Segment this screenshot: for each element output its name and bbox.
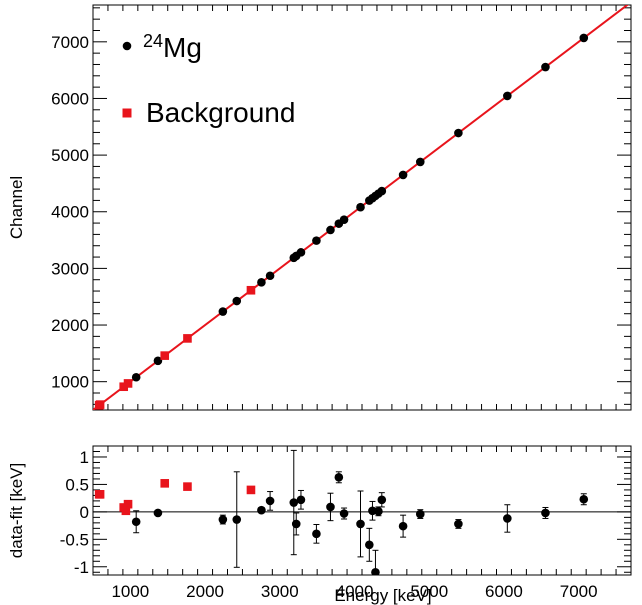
calibration-point-mg24 (257, 278, 266, 287)
energy-x-axis-label: Energy [keV] (334, 586, 431, 605)
residual-point-mg24 (356, 519, 365, 529)
legend-mg24-base: Mg (163, 32, 202, 63)
calibration-point-mg24 (377, 186, 387, 196)
residual-point-mg24 (541, 508, 550, 518)
calibration-point-mg24 (398, 170, 408, 180)
y-tick-label: 1000 (51, 373, 89, 392)
y-tick-label: -1 (74, 558, 89, 577)
calibration-point-background (183, 334, 192, 343)
calibration-point-background (246, 285, 256, 295)
residual-point-mg24 (326, 502, 335, 512)
legend-marker-background (122, 108, 132, 118)
calibration-point-mg24 (296, 248, 306, 257)
y-tick-label: 3000 (51, 259, 89, 278)
residual-point-background (246, 485, 256, 495)
x-tick-label: 7000 (560, 582, 598, 601)
residual-point-mg24 (454, 519, 463, 529)
calibration-point-background (123, 379, 133, 388)
y-tick-label: 0 (80, 503, 89, 522)
residual-point-mg24 (339, 509, 349, 518)
residual-point-mg24 (398, 521, 408, 531)
residual-point-mg24 (371, 567, 380, 575)
legend-label-background: Background (146, 97, 295, 128)
x-tick-label: 3000 (261, 582, 299, 601)
calibration-point-mg24 (356, 202, 365, 212)
calibration-point-mg24 (326, 225, 335, 235)
residual-point-background (121, 506, 131, 516)
residual-data-points (94, 449, 589, 575)
y-tick-label: 4000 (51, 203, 89, 222)
residual-plot-frame (92, 445, 632, 576)
residual-axis-ticks (92, 446, 632, 575)
residual-point-mg24 (289, 498, 299, 507)
y-tick-label: 7000 (51, 33, 89, 52)
y-tick-label: 2000 (51, 316, 89, 335)
calibration-data-points (94, 33, 589, 410)
residual-point-mg24 (579, 494, 589, 504)
residual-point-mg24 (153, 508, 163, 518)
calibration-point-background (160, 351, 170, 360)
calibration-point-mg24 (131, 372, 141, 382)
residual-point-mg24 (377, 495, 387, 505)
calibration-point-mg24 (454, 128, 463, 138)
residual-point-mg24 (365, 540, 374, 550)
calibration-point-mg24 (312, 236, 321, 245)
residual-point-mg24 (415, 509, 425, 519)
residual-tick-labels: 1000 2000 3000 4000 5000 6000 7000 1 0.5 0 -0.5 -1 (60, 448, 598, 601)
calibration-point-mg24 (503, 91, 512, 101)
residual-point-background (95, 490, 105, 499)
y-tick-label: 0.5 (65, 475, 89, 494)
residual-y-axis-label: data-fit [keV] (7, 463, 26, 558)
legend-label-mg24: 24Mg (143, 31, 202, 63)
residual-point-mg24 (218, 515, 228, 524)
x-tick-label: 6000 (485, 582, 523, 601)
x-tick-label: 5000 (410, 582, 448, 601)
residual-point-mg24 (131, 517, 141, 527)
residual-point-mg24 (232, 515, 242, 524)
x-tick-label: 1000 (111, 582, 149, 601)
x-tick-label: 2000 (186, 582, 224, 601)
x-tick-label: 4000 (336, 582, 374, 601)
calibration-y-axis-label: Channel (7, 176, 26, 239)
residual-point-mg24 (265, 496, 275, 506)
residual-panel: 1000 2000 3000 4000 5000 6000 700010.50-0.5-1 … (7, 445, 632, 605)
calibration-point-background (95, 400, 105, 409)
residual-point-mg24 (374, 507, 383, 516)
residual-point-mg24 (296, 495, 306, 505)
legend-marker-mg24 (122, 41, 132, 51)
calibration-panel: 1000 2000 3000 4000 5000 6000 7000 Channel 24M… (7, 4, 632, 411)
residual-point-mg24 (503, 514, 512, 523)
residual-point-mg24 (312, 529, 321, 539)
calibration-point-mg24 (265, 271, 275, 281)
y-tick-label: 5000 (51, 146, 89, 165)
y-tick-label: -0.5 (60, 530, 89, 549)
calibration-point-mg24 (415, 157, 425, 167)
calibration-point-mg24 (153, 356, 163, 366)
calibration-point-mg24 (218, 307, 228, 316)
calibration-point-background (119, 382, 129, 392)
y-tick-label: 6000 (51, 89, 89, 108)
y-tick-label: 1 (80, 448, 89, 467)
residual-point-background (160, 479, 170, 488)
calibration-tick-labels: 1000 2000 3000 4000 5000 6000 7000 (51, 33, 89, 392)
calibration-point-mg24 (232, 296, 242, 306)
residual-point-mg24 (257, 505, 266, 515)
residual-point-background (123, 499, 133, 509)
calibration-point-mg24 (541, 62, 550, 72)
legend: 24Mg Background (122, 31, 295, 128)
calibration-point-mg24 (339, 215, 349, 224)
residual-point-mg24 (334, 472, 344, 482)
residual-point-background (183, 482, 192, 491)
legend-mg24-superscript: 24 (143, 31, 163, 51)
calibration-axis-ticks (92, 5, 632, 410)
calibration-point-mg24 (579, 33, 589, 43)
residual-point-mg24 (291, 519, 301, 529)
